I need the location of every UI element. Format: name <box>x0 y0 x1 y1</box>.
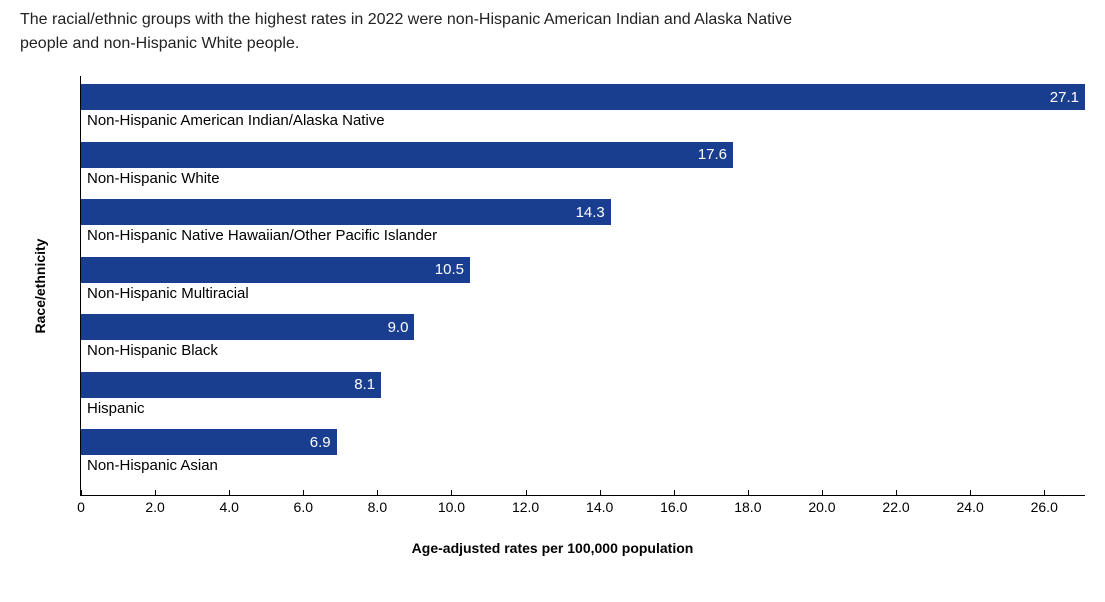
bar: 17.6 <box>81 142 733 168</box>
bar-row: 10.5 Non-Hispanic Multiracial <box>81 257 1085 315</box>
xtick-label: 14.0 <box>586 499 613 515</box>
xtick-mark <box>451 490 452 496</box>
xtick-mark <box>155 490 156 496</box>
bar: 27.1 <box>81 84 1085 110</box>
xtick-mark <box>896 490 897 496</box>
bar-value-label: 9.0 <box>388 319 409 336</box>
xtick-label: 18.0 <box>734 499 761 515</box>
bar-category-label: Non-Hispanic Black <box>87 342 218 359</box>
xtick-mark <box>526 490 527 496</box>
y-axis-label: Race/ethnicity <box>32 239 48 334</box>
bar-row: 9.0 Non-Hispanic Black <box>81 314 1085 372</box>
xtick-labels: 02.04.06.08.010.012.014.016.018.020.022.… <box>81 499 1085 519</box>
xtick-mark <box>748 490 749 496</box>
xtick-label: 0 <box>77 499 85 515</box>
xtick-mark <box>674 490 675 496</box>
bar-value-label: 27.1 <box>1050 89 1079 106</box>
bar-value-label: 6.9 <box>310 434 331 451</box>
bar-row: 27.1 Non-Hispanic American Indian/Alaska … <box>81 84 1085 142</box>
xtick-label: 12.0 <box>512 499 539 515</box>
bar-row: 8.1 Hispanic <box>81 372 1085 430</box>
xtick-mark <box>970 490 971 496</box>
xtick-mark <box>229 490 230 496</box>
bar-category-label: Non-Hispanic Asian <box>87 457 218 474</box>
bar: 10.5 <box>81 257 470 283</box>
bar-value-label: 17.6 <box>698 146 727 163</box>
bar-value-label: 8.1 <box>354 376 375 393</box>
xtick-label: 24.0 <box>957 499 984 515</box>
xtick-label: 8.0 <box>368 499 387 515</box>
bar-category-label: Non-Hispanic Multiracial <box>87 285 249 302</box>
xtick-mark <box>822 490 823 496</box>
xtick-label: 2.0 <box>145 499 164 515</box>
bar: 6.9 <box>81 429 337 455</box>
xtick-mark <box>81 490 82 496</box>
xtick-mark <box>600 490 601 496</box>
xtick-label: 16.0 <box>660 499 687 515</box>
bar-row: 14.3 Non-Hispanic Native Hawaiian/Other P… <box>81 199 1085 257</box>
xtick-label: 4.0 <box>219 499 238 515</box>
xtick-label: 22.0 <box>882 499 909 515</box>
xtick-mark <box>1044 490 1045 496</box>
xtick-mark <box>303 490 304 496</box>
xtick-label: 20.0 <box>808 499 835 515</box>
x-axis-label: Age-adjusted rates per 100,000 populatio… <box>20 540 1085 556</box>
bar-category-label: Non-Hispanic American Indian/Alaska Nati… <box>87 112 385 129</box>
bar: 8.1 <box>81 372 381 398</box>
bar-category-label: Non-Hispanic White <box>87 170 220 187</box>
bars-group: 27.1 Non-Hispanic American Indian/Alaska … <box>81 76 1085 495</box>
bar-value-label: 10.5 <box>435 261 464 278</box>
xtick-label: 6.0 <box>294 499 313 515</box>
plot-area: 27.1 Non-Hispanic American Indian/Alaska … <box>80 76 1085 496</box>
bar-category-label: Non-Hispanic Native Hawaiian/Other Pacif… <box>87 227 437 244</box>
bar: 14.3 <box>81 199 611 225</box>
bar-row: 6.9 Non-Hispanic Asian <box>81 429 1085 487</box>
xtick-label: 10.0 <box>438 499 465 515</box>
headline-text: The racial/ethnic groups with the highes… <box>20 8 800 56</box>
chart-wrap: Race/ethnicity 27.1Non-Hispanic American… <box>80 76 1085 496</box>
chart-container: The racial/ethnic groups with the highes… <box>0 0 1105 576</box>
xtick-label: 26.0 <box>1031 499 1058 515</box>
bar-value-label: 14.3 <box>576 204 605 221</box>
bar: 9.0 <box>81 314 414 340</box>
bar-row: 17.6 Non-Hispanic White <box>81 142 1085 200</box>
bar-category-label: Hispanic <box>87 400 145 417</box>
xtick-mark <box>377 490 378 496</box>
